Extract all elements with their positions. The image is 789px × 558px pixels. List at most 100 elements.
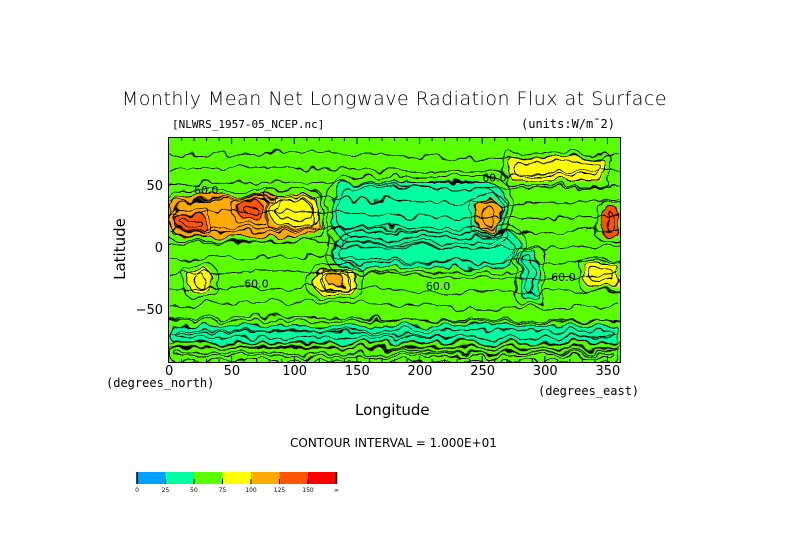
region-north-pacific-low [331, 181, 508, 244]
x-tick-label: 150 [344, 364, 370, 379]
contour-line [243, 205, 258, 214]
contour-line [169, 342, 620, 344]
contour-line [233, 195, 268, 224]
contour-value-label: 60.0 [426, 280, 451, 293]
contour-line [169, 331, 620, 339]
contour-line [332, 231, 520, 269]
chart-title: Monthly Mean Net Longwave Radiation Flux… [121, 88, 668, 110]
region-south-atlantic [582, 262, 620, 288]
contour-line [169, 301, 620, 309]
x-axis-label: Longitude [355, 401, 430, 419]
colorbar-label: 0 [135, 487, 139, 494]
colorbar-swatch [194, 472, 223, 484]
contour-line [169, 320, 620, 348]
contour-value-label: 60.0 [482, 172, 507, 185]
contour-line [169, 181, 620, 189]
contour-line [606, 211, 615, 233]
plot-frame [168, 137, 621, 363]
contour-line [169, 271, 620, 279]
region-west-africa-core [175, 212, 207, 232]
contour-line [264, 189, 324, 230]
colorbar-label: 75 [218, 487, 227, 494]
x-tick-label: 350 [595, 364, 621, 379]
contour-line [471, 195, 506, 236]
contour-line [274, 199, 314, 220]
colorbar-label: 25 [161, 487, 170, 494]
contour-value-label: 60.0 [551, 271, 576, 284]
x-tick-label: 0 [165, 364, 174, 379]
y-tick-label: 50 [146, 178, 163, 194]
colorbar-swatch [137, 472, 166, 484]
contour-line [183, 264, 218, 299]
file-label: [NLWRS_1957-05_NCEP.nc] [172, 118, 325, 131]
contour-line [601, 206, 620, 238]
contour-line [193, 274, 208, 289]
contour-line [169, 286, 620, 294]
contour-line [525, 255, 534, 295]
contour-line [269, 194, 319, 225]
region-south-africa [187, 268, 213, 294]
colorbar-label: 50 [190, 487, 198, 494]
contour-value-label: 60.0 [244, 277, 269, 290]
contour-line [188, 269, 213, 294]
contour-line [169, 166, 620, 174]
colorbar-label: ∞ [334, 487, 339, 494]
x-tick-label: 50 [223, 364, 241, 379]
x-tick-label: 100 [282, 364, 308, 379]
contour-line [169, 325, 620, 343]
colorbar-label: 150 [302, 487, 314, 494]
contour-line [596, 201, 620, 243]
contour-line [174, 352, 615, 357]
plot-area [169, 138, 620, 362]
region-sahara-east [601, 206, 620, 238]
region-mexico-sw-us [475, 200, 501, 232]
colorbar-swatch [222, 472, 251, 484]
colorbar-label: 100 [245, 487, 257, 494]
contour-line [169, 346, 620, 354]
region-australia-core [325, 274, 345, 285]
axis-ticks [181, 138, 608, 362]
contour-line [180, 218, 202, 226]
y-axis-units: (degrees_north) [106, 376, 215, 390]
colorbar-label: 125 [273, 487, 286, 494]
contour-lines: 60.0 60.0 60.0 60.0 60.0 [169, 151, 620, 362]
contour-line [321, 270, 349, 290]
contour-line [308, 264, 362, 299]
contour-line [169, 316, 620, 324]
y-tick-label: 0 [154, 241, 163, 256]
contour-line [337, 236, 515, 264]
contour-line [170, 208, 212, 236]
y-tick-label: −50 [135, 303, 163, 319]
x-axis-units: (degrees_east) [538, 384, 640, 398]
region-southern-ocean-band [169, 324, 620, 344]
contour-line [515, 245, 544, 305]
contour-line [238, 200, 263, 219]
contour-line [512, 162, 602, 177]
contour-line [169, 151, 620, 159]
colorbar-swatch [251, 472, 280, 484]
contour-line [327, 226, 525, 274]
colorbar [136, 472, 338, 484]
region-sahara-core [237, 200, 263, 219]
contour-value-label: 60.0 [194, 184, 219, 197]
contour-line [169, 241, 620, 249]
contour-line [169, 196, 620, 204]
x-tick-label: 250 [470, 364, 496, 379]
contour-line [169, 211, 620, 219]
x-tick-label: 200 [407, 364, 433, 379]
region-tibet-china [269, 194, 320, 226]
colorbar-swatch [279, 472, 308, 484]
contour-line [169, 256, 620, 264]
region-antarctic-stripe [169, 347, 620, 362]
region-north-canada-yellow [507, 156, 608, 182]
contour-line [313, 269, 357, 294]
x-tick-label: 300 [532, 364, 558, 379]
contour-interval-label: CONTOUR INTERVAL = 1.000E+01 [290, 436, 497, 450]
colorbar-swatch [165, 472, 194, 484]
contour-line [502, 152, 612, 187]
contour-line [481, 205, 496, 226]
contour-line [520, 250, 539, 300]
contour-line [169, 226, 620, 234]
contour-line [174, 199, 314, 233]
